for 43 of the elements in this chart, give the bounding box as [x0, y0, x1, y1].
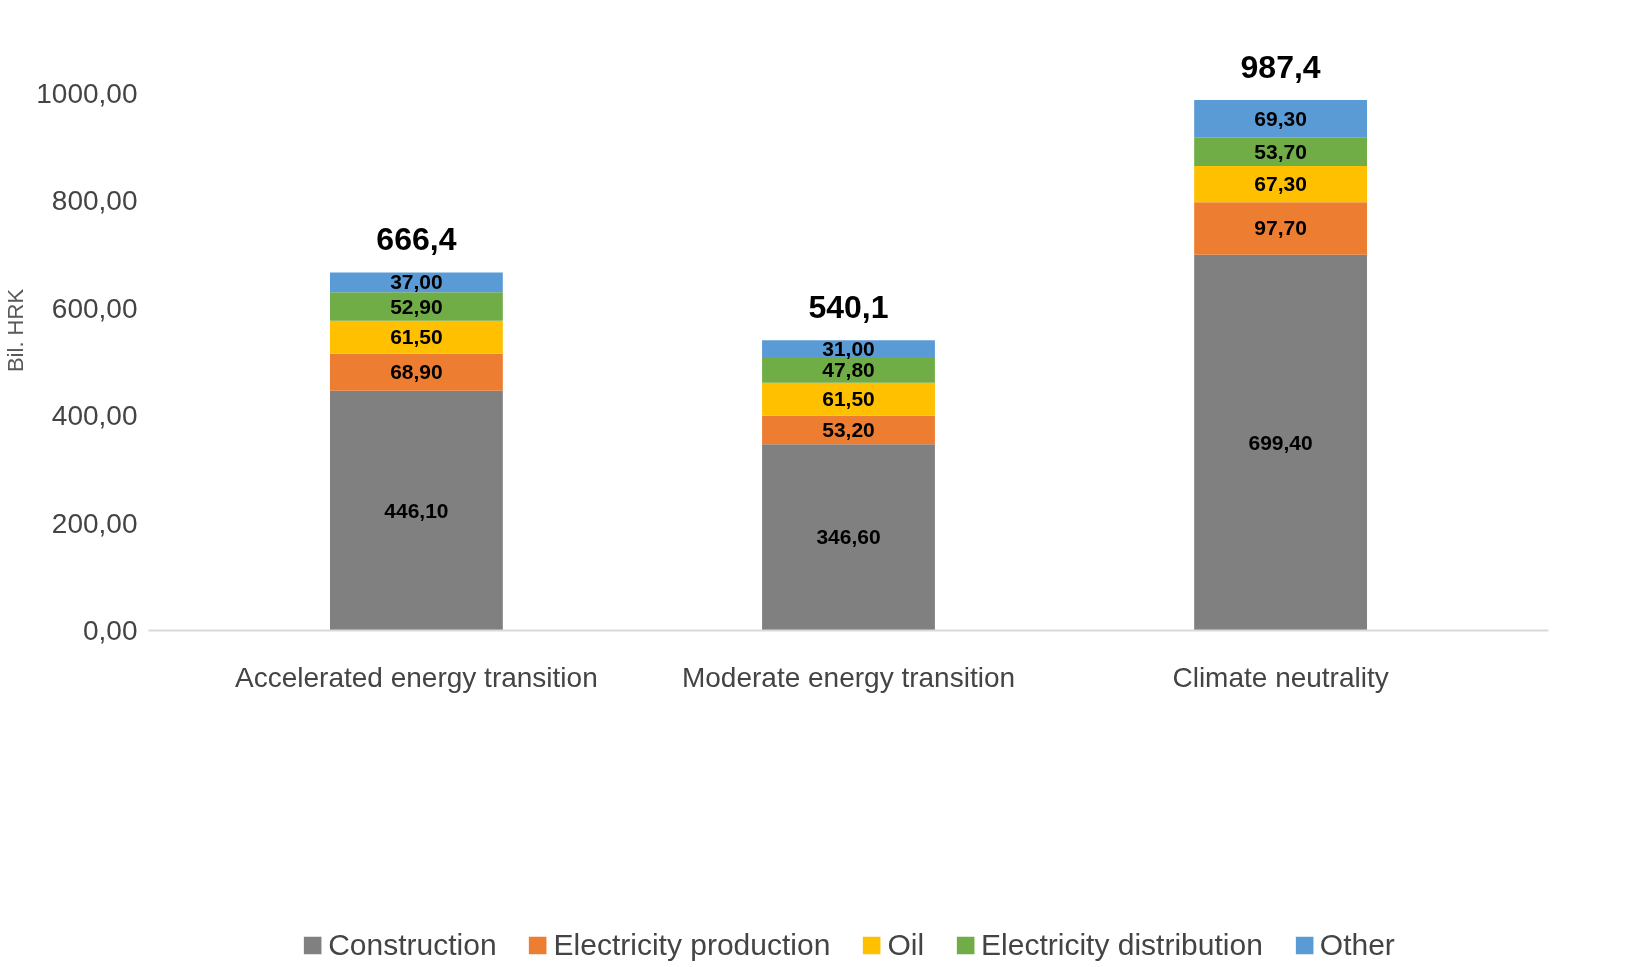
data-label: 52,90 — [390, 294, 443, 318]
y-tick-label: 200,00 — [51, 507, 138, 539]
data-label: 61,50 — [390, 325, 443, 349]
data-label: 446,10 — [384, 498, 449, 522]
y-tick-label: 1000,00 — [36, 77, 138, 109]
data-label: 699,40 — [1248, 430, 1313, 454]
y-tick-label: 400,00 — [51, 400, 138, 432]
bar — [1194, 202, 1368, 255]
y-tick-label: 800,00 — [51, 185, 138, 217]
bar — [329, 320, 503, 354]
x-tick-label: Climate neutrality — [1172, 661, 1389, 693]
data-label: 68,90 — [390, 360, 443, 384]
bar — [1194, 137, 1368, 167]
data-label: 67,30 — [1254, 172, 1307, 196]
data-label: 61,50 — [822, 387, 875, 411]
x-tick-label: Moderate energy transition — [681, 661, 1016, 693]
bar — [329, 353, 503, 391]
data-label: 69,30 — [1254, 106, 1307, 130]
legend-label: Electricity distribution — [981, 928, 1263, 962]
x-tick-label: Accelerated energy transition — [235, 661, 598, 693]
bar — [1194, 99, 1368, 138]
total-label: 540,1 — [808, 289, 889, 326]
data-label: 53,20 — [822, 417, 875, 441]
bar — [1194, 166, 1368, 203]
bar — [329, 390, 503, 631]
bar — [1194, 254, 1368, 631]
legend-label: Construction — [328, 928, 497, 962]
data-label: 97,70 — [1254, 216, 1307, 240]
y-tick-label: 600,00 — [51, 292, 138, 324]
bar — [762, 382, 935, 416]
legend-label: Oil — [887, 928, 925, 962]
y-axis-title: Bil. HRK — [3, 288, 29, 373]
total-label: 666,4 — [376, 221, 457, 258]
data-label: 31,00 — [822, 336, 875, 360]
legend-label: Other — [1319, 928, 1395, 962]
data-label: 346,60 — [816, 525, 881, 549]
total-label: 987,4 — [1240, 48, 1321, 85]
bar — [762, 444, 935, 631]
bar — [329, 292, 503, 321]
data-label: 53,70 — [1254, 139, 1307, 163]
legend-label: Electricity production — [553, 928, 831, 962]
y-tick-label: 0,00 — [83, 615, 138, 646]
data-label: 37,00 — [390, 270, 443, 294]
